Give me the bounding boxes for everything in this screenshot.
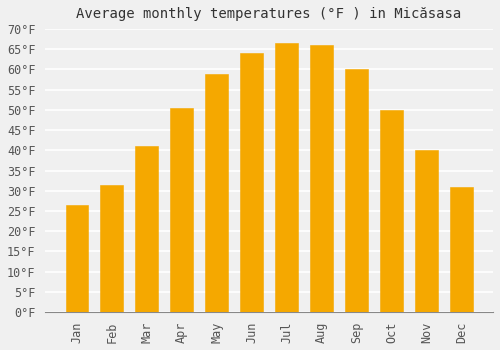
Bar bbox=[136, 146, 158, 312]
Bar bbox=[100, 185, 123, 312]
Bar bbox=[275, 43, 298, 312]
Bar bbox=[66, 205, 88, 312]
Bar bbox=[310, 45, 333, 312]
Bar bbox=[345, 69, 368, 312]
Bar bbox=[206, 74, 228, 312]
Bar bbox=[240, 53, 263, 312]
Bar bbox=[450, 187, 472, 312]
Bar bbox=[415, 150, 438, 312]
Title: Average monthly temperatures (°F ) in Micăsasa: Average monthly temperatures (°F ) in Mi… bbox=[76, 7, 462, 21]
Bar bbox=[170, 108, 193, 312]
Bar bbox=[380, 110, 403, 312]
